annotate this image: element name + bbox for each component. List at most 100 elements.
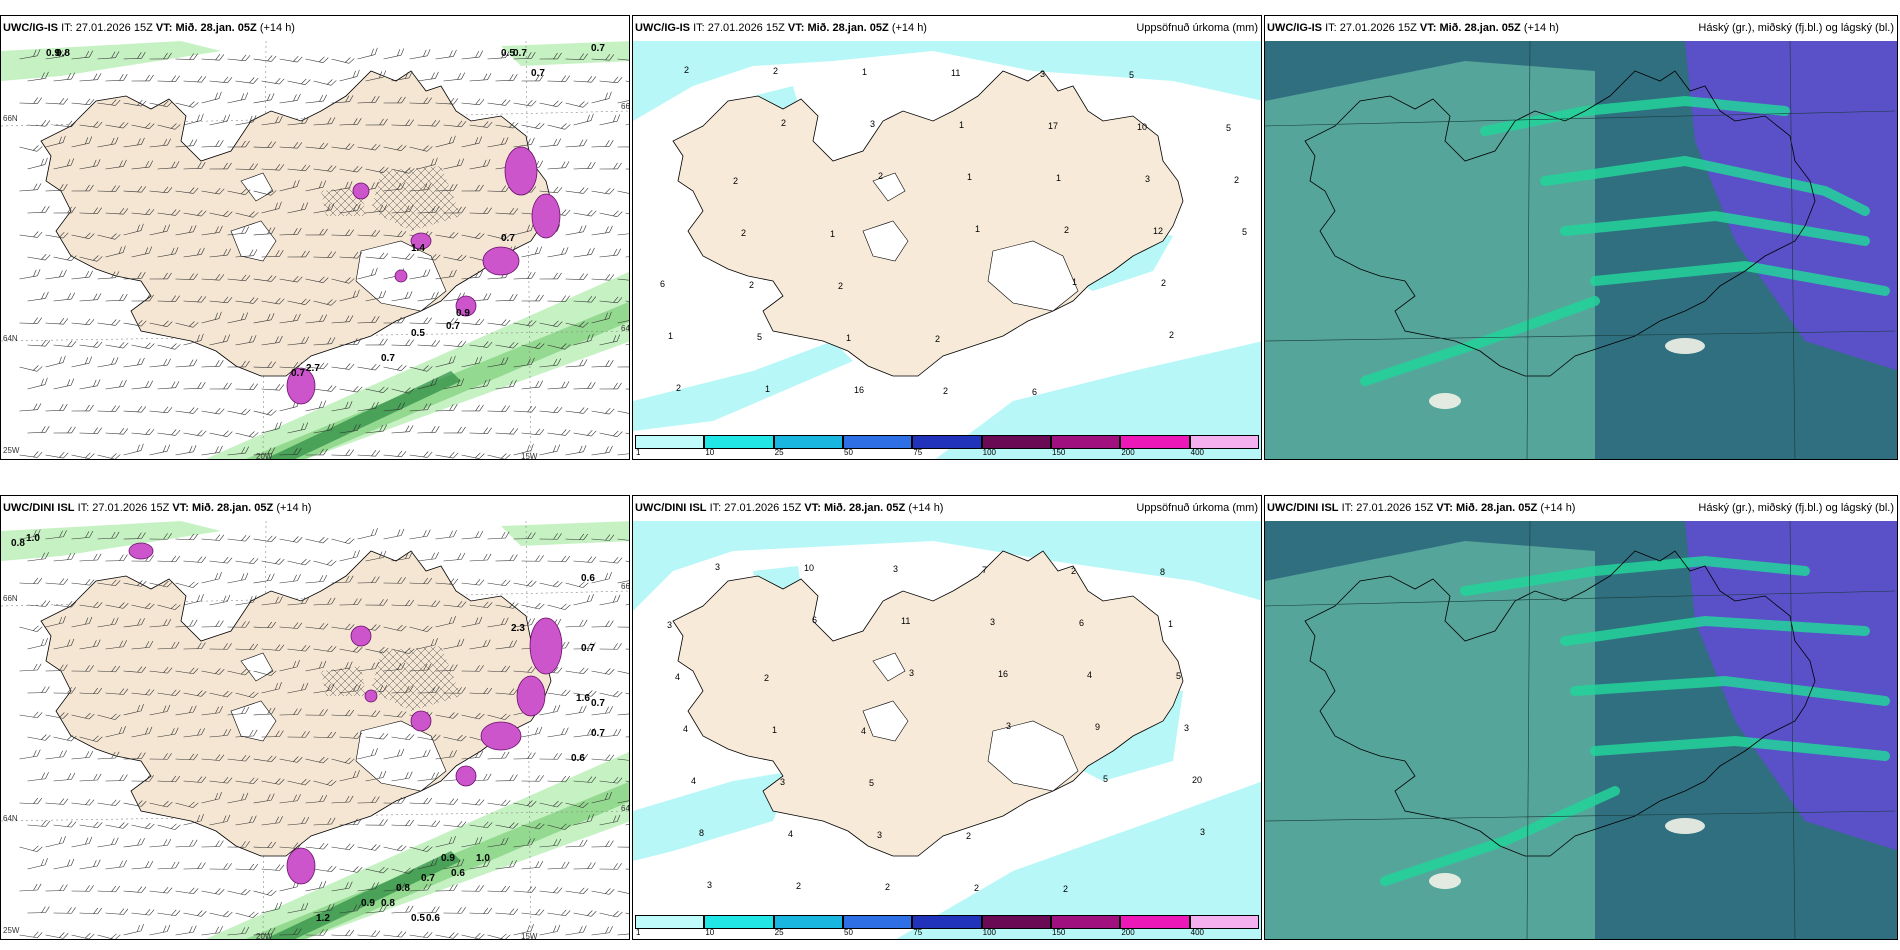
wind-barb-feather xyxy=(409,599,415,607)
wind-barb-feather xyxy=(478,933,485,939)
wind-barb-shaft xyxy=(391,124,410,126)
wind-barb-feather xyxy=(591,642,596,649)
wind-barb xyxy=(253,621,277,629)
wind-barb-feather xyxy=(279,115,283,123)
wind-barb-feather xyxy=(85,665,90,672)
wind-barb-shaft xyxy=(287,300,306,305)
wind-barb xyxy=(123,618,145,628)
wind-barb xyxy=(227,572,249,584)
wind-barb-shaft xyxy=(131,733,150,738)
wind-barb-feather xyxy=(500,453,507,459)
wind-barb-feather xyxy=(267,275,273,282)
wind-barb-feather xyxy=(119,380,123,388)
wind-barb xyxy=(495,688,519,695)
wind-barb-shaft xyxy=(565,365,584,368)
wind-barb-feather xyxy=(85,837,89,845)
wind-barb-feather xyxy=(175,641,180,649)
wind-barb-feather xyxy=(218,572,222,580)
wind-barb-feather xyxy=(487,73,492,80)
wind-barb-feather xyxy=(483,379,487,387)
precip-value-label: 3 xyxy=(667,620,672,630)
wind-barb-feather xyxy=(564,824,571,830)
wind-barb-shaft xyxy=(591,670,610,675)
wind-barb-feather xyxy=(253,863,259,871)
wind-barb-shaft xyxy=(461,714,480,720)
wind-barb-shaft xyxy=(313,168,332,172)
wind-barb xyxy=(565,225,587,236)
wind-barb-feather xyxy=(41,292,45,300)
wind-barb-shaft xyxy=(201,578,220,584)
wind-barb-feather xyxy=(319,142,325,149)
precip-map: 2221122231221111112651611173521231022226… xyxy=(633,41,1261,459)
wind-barb-feather xyxy=(33,269,37,277)
wind-barb-feather xyxy=(137,272,142,279)
wind-barb-feather xyxy=(123,379,127,387)
precip-value-label: 2 xyxy=(741,228,746,238)
wind-barb-feather xyxy=(293,55,299,62)
wind-barb-feather xyxy=(449,451,455,458)
wind-barb-feather xyxy=(301,817,306,824)
wind-barb-feather xyxy=(405,599,411,606)
wind-barb-feather xyxy=(249,297,255,304)
wind-barb-feather xyxy=(431,253,437,260)
wind-barb-shaft xyxy=(97,934,116,939)
wind-barb xyxy=(495,74,518,82)
wind-barb-feather xyxy=(557,838,562,846)
wind-barb-feather xyxy=(435,906,440,913)
wind-barb-feather xyxy=(617,248,622,256)
wind-barb xyxy=(279,536,303,543)
wind-barb-shaft xyxy=(105,824,124,829)
wind-barb xyxy=(261,164,285,171)
wind-barb-feather xyxy=(223,210,229,217)
wind-barb-shaft xyxy=(461,582,480,586)
wind-barb-feather xyxy=(505,319,511,326)
glacier xyxy=(230,220,277,262)
wind-barb-feather xyxy=(423,577,429,584)
wind-barb-feather xyxy=(223,776,229,783)
wind-barb-feather xyxy=(200,594,204,602)
wind-barb-shaft xyxy=(469,824,488,829)
wind-barb-feather xyxy=(353,818,358,825)
wind-barb-feather xyxy=(586,594,590,602)
wind-barb-shaft xyxy=(513,278,532,280)
wind-barb xyxy=(19,231,43,238)
precip-value-label: 9 xyxy=(1095,722,1100,732)
wind-barb-shaft xyxy=(201,410,220,415)
wind-barb-feather xyxy=(327,337,332,345)
wind-barb xyxy=(71,578,95,586)
wind-barb xyxy=(227,706,250,716)
wind-barb xyxy=(417,157,438,170)
wind-barb xyxy=(487,453,511,459)
wind-barb-feather xyxy=(67,553,72,560)
wind-barb-feather xyxy=(71,772,76,780)
wind-barb xyxy=(201,407,225,415)
wind-barb-feather xyxy=(223,76,229,83)
wind-value-label: 0.7 xyxy=(581,643,595,654)
wind-barb-feather xyxy=(531,581,537,587)
wind-barb xyxy=(435,664,458,672)
wind-barb xyxy=(279,574,301,584)
longitude-line xyxy=(525,521,532,939)
wind-barb-feather xyxy=(41,600,47,607)
wind-barb-feather xyxy=(591,76,597,83)
wind-barb-feather xyxy=(475,270,480,278)
wind-barb-feather xyxy=(97,341,103,348)
wind-barb xyxy=(617,626,629,628)
wind-barb-feather xyxy=(319,314,324,322)
wind-barb-feather xyxy=(219,225,223,233)
wind-barb-shaft xyxy=(391,211,410,214)
wind-barb-feather xyxy=(189,445,193,453)
wind-barb-feather xyxy=(215,274,221,281)
wind-barb-feather xyxy=(448,356,452,364)
wind-barb-feather xyxy=(349,844,355,850)
wind-barb-shaft xyxy=(123,582,142,587)
wind-barb-shaft xyxy=(409,454,428,458)
wind-barb-feather xyxy=(531,357,535,365)
wind-barb-feather xyxy=(435,600,441,607)
wind-barb-shaft xyxy=(279,58,298,63)
wind-barb xyxy=(45,98,69,105)
wind-barb-feather xyxy=(219,188,225,195)
wind-barb-shaft xyxy=(435,362,454,368)
wind-barb-feather xyxy=(85,751,90,758)
wind-barb-feather xyxy=(267,841,273,848)
